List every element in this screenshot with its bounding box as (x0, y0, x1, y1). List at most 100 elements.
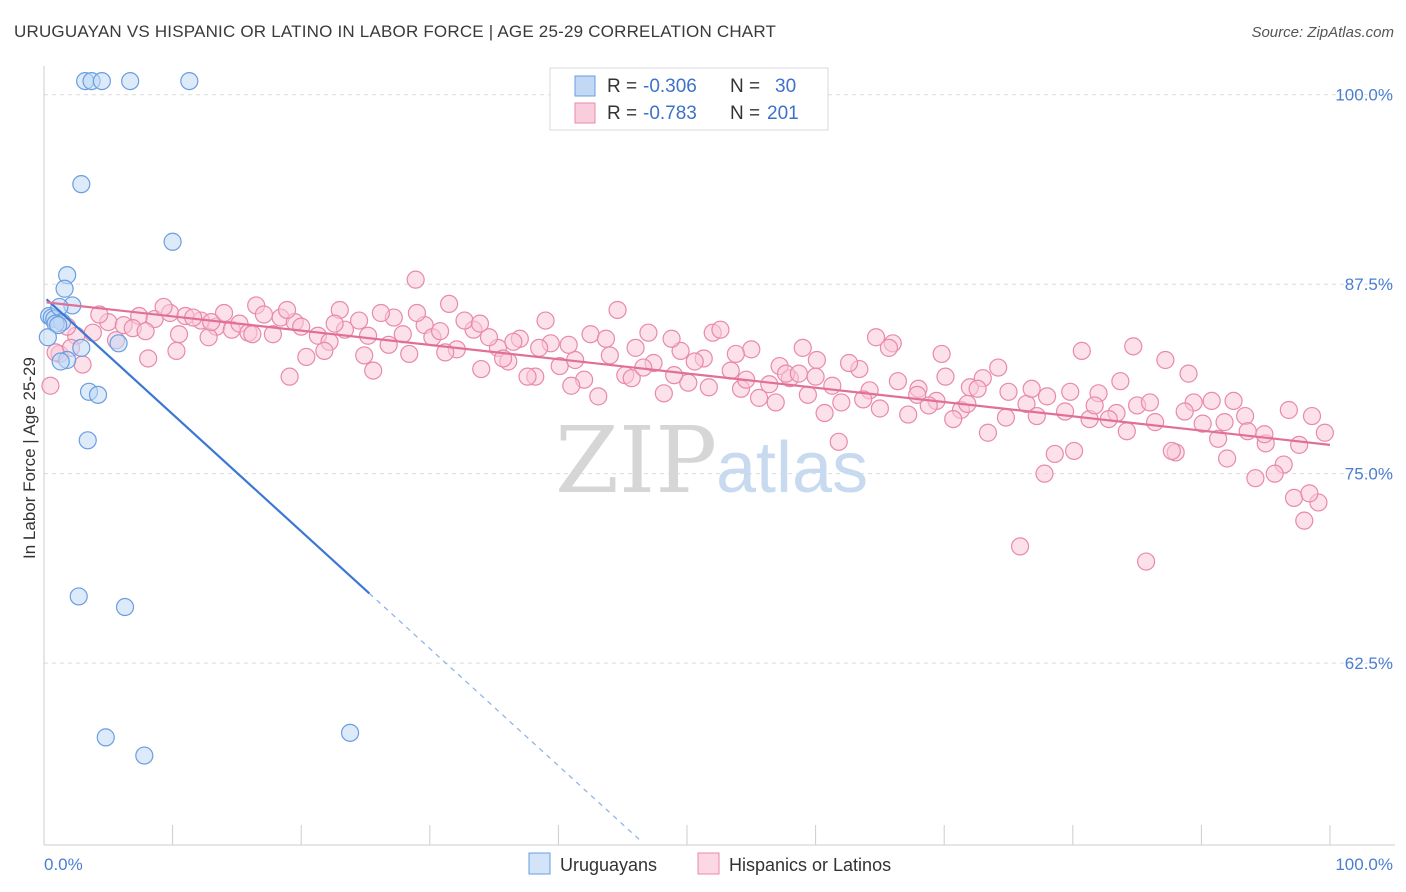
bottom-legend-label: Hispanics or Latinos (729, 855, 891, 875)
data-point (470, 314, 490, 333)
data-point (55, 279, 74, 298)
data-point (815, 403, 834, 423)
data-point (90, 305, 109, 324)
data-point (430, 322, 450, 341)
data-point (866, 328, 886, 347)
data-point (1037, 387, 1057, 406)
data-point (1064, 441, 1084, 461)
data-point (1284, 488, 1304, 508)
data-point (711, 320, 730, 339)
data-point (292, 317, 311, 336)
data-point (199, 328, 218, 347)
data-point (1137, 552, 1156, 571)
data-point (806, 367, 825, 386)
data-point (989, 358, 1008, 377)
data-point (622, 369, 641, 388)
data-point (297, 347, 316, 367)
data-point (662, 329, 681, 348)
bottom-legend-swatch-uruguayans (528, 852, 551, 875)
x-tick-label: 0.0% (44, 855, 83, 874)
chart-title: URUGUAYAN VS HISPANIC OR LATINO IN LABOR… (14, 22, 777, 41)
data-point (472, 359, 491, 379)
data-point (870, 399, 890, 418)
legend-n-value: 30 (775, 76, 796, 97)
x-tick-label: 100.0% (1335, 855, 1393, 874)
data-point (407, 303, 427, 323)
data-point (358, 326, 378, 345)
data-point (550, 356, 569, 376)
data-point (879, 338, 899, 357)
data-point (371, 303, 391, 323)
data-point (932, 344, 951, 364)
data-point (1202, 391, 1221, 411)
data-point (685, 352, 704, 371)
data-point (1162, 441, 1181, 461)
data-point (504, 332, 523, 351)
data-point (1224, 391, 1243, 411)
data-point (793, 338, 812, 357)
data-point (699, 378, 718, 397)
axes (43, 66, 1395, 846)
data-point (1302, 406, 1322, 426)
data-point (608, 300, 627, 320)
data-point (38, 328, 57, 347)
data-point (596, 329, 616, 348)
data-point (1265, 464, 1284, 483)
trend-line (45, 298, 371, 595)
data-point (562, 376, 581, 395)
data-point (135, 746, 154, 765)
data-point (78, 431, 97, 450)
data-point (854, 390, 873, 409)
data-point (888, 372, 908, 391)
y-axis-label: In Labor Force | Age 25-29 (20, 357, 39, 559)
data-point (654, 384, 673, 403)
data-point (115, 597, 135, 617)
data-point (349, 311, 369, 330)
data-point (1300, 484, 1319, 503)
data-point (49, 316, 68, 335)
data-point (829, 432, 848, 451)
data-point (1193, 414, 1212, 433)
trend-line-extension (368, 592, 643, 843)
data-point (823, 376, 842, 395)
legend-r-label: R = (607, 76, 637, 97)
data-point (263, 325, 283, 344)
data-point (41, 376, 60, 395)
data-point (121, 71, 140, 91)
data-point (136, 322, 155, 341)
watermark-zip: ZIP (555, 407, 717, 514)
data-point (996, 408, 1016, 427)
data-point (999, 382, 1018, 401)
data-point (243, 325, 262, 344)
data-point (180, 71, 199, 91)
data-point (51, 352, 70, 371)
data-point (96, 728, 115, 747)
data-point (536, 311, 555, 330)
data-point (1022, 379, 1041, 398)
legend-swatch-hispanics (574, 102, 596, 124)
data-point (72, 175, 91, 194)
data-point (254, 305, 274, 324)
data-point (1124, 337, 1143, 356)
y-tick-label: 75.0% (1345, 465, 1393, 484)
data-point (742, 340, 761, 359)
trend-lines (45, 298, 1331, 843)
y-tick-label: 62.5% (1345, 654, 1393, 673)
legend-r-label: R = (607, 103, 637, 124)
data-point (1117, 422, 1136, 441)
data-point (1010, 537, 1030, 556)
data-point (163, 232, 182, 251)
legend-swatch-uruguayans (574, 75, 596, 97)
legend-n-label: N = (730, 76, 760, 97)
data-point (1175, 402, 1194, 421)
data-point (807, 350, 826, 370)
data-point (1045, 444, 1064, 464)
bottom-legend-swatch-hispanics (697, 852, 720, 875)
legend-n-value: 201 (767, 103, 799, 124)
data-point (1156, 350, 1175, 370)
data-point (559, 335, 578, 354)
top-legend: R = -0.306 N = 30 R = -0.783 N = 201 (549, 67, 829, 131)
legend-r-value: -0.306 (643, 76, 697, 97)
data-point (1279, 400, 1298, 420)
